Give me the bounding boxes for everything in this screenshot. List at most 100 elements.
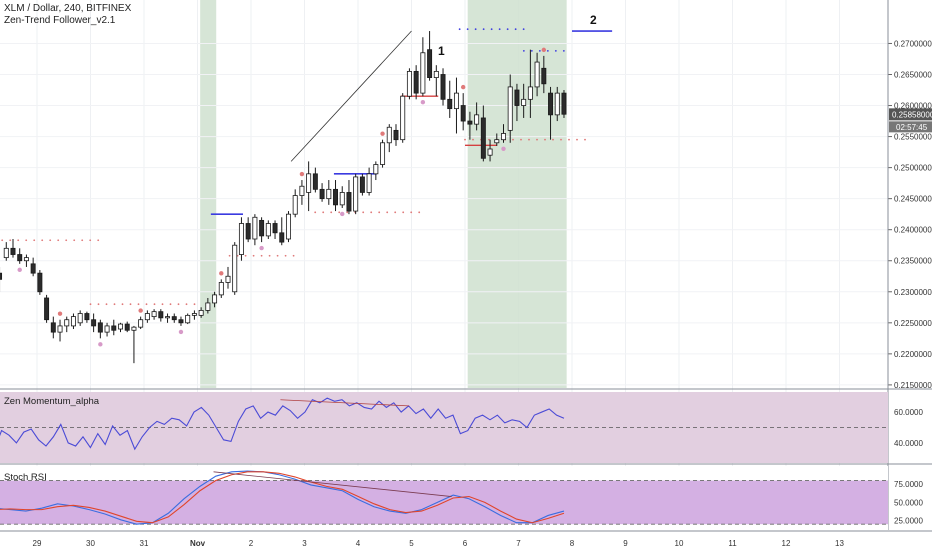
trail-dot: [538, 50, 541, 52]
trail-dot: [464, 138, 466, 141]
trail-dot: [346, 211, 349, 214]
trail-dot: [129, 303, 132, 306]
date-tick-label: 11: [728, 539, 737, 548]
candle-body: [252, 216, 258, 240]
candle-body: [306, 173, 312, 193]
candle-body: [380, 142, 386, 165]
last-price-tag: [889, 108, 932, 121]
trail-dot: [378, 211, 381, 214]
candle-body: [554, 92, 560, 116]
trail-dot: [512, 138, 514, 141]
wave-label-1: 1: [438, 44, 445, 58]
date-tick-label: 29: [33, 539, 42, 548]
candle-body: [285, 213, 291, 240]
candle-body: [259, 219, 265, 237]
trail-dot: [97, 239, 100, 242]
candle-body: [57, 325, 63, 333]
trail-dot: [65, 239, 68, 242]
signal-zone: [467, 0, 567, 388]
stoch-line-d: [0, 471, 565, 524]
candle-body: [50, 322, 56, 333]
stoch-pane-title: Stoch RSI: [4, 472, 47, 483]
trail-dot: [73, 239, 76, 242]
candle-body: [527, 86, 533, 100]
trail-dot: [576, 138, 578, 141]
trail-dot: [185, 303, 188, 306]
trail-dot: [268, 254, 271, 257]
trail-dot: [33, 239, 36, 242]
date-tick-label: 4: [356, 539, 361, 548]
candle-body: [144, 313, 150, 321]
candle-body: [171, 316, 177, 321]
momentum-line: [0, 397, 565, 451]
candle-body: [272, 223, 278, 234]
candle-body: [265, 223, 271, 237]
trail-dot: [552, 138, 554, 141]
candle-body: [84, 313, 90, 321]
candle-body: [326, 188, 332, 200]
trail-dot: [482, 28, 485, 31]
candle-body: [111, 325, 117, 331]
candle-body: [521, 98, 527, 106]
trail-dot: [9, 239, 12, 242]
candle-body: [30, 263, 36, 274]
candle-body: [185, 314, 191, 324]
wave-label-2: 2: [590, 13, 597, 27]
candle-body: [232, 244, 238, 293]
candle-body: [245, 223, 251, 240]
trail-dot: [488, 138, 490, 141]
trail-dot: [466, 28, 469, 31]
signal-marker: [98, 342, 103, 347]
candle-body: [480, 117, 486, 159]
candle-body: [494, 139, 500, 144]
trail-dot: [153, 303, 156, 306]
candle-body: [406, 70, 412, 97]
signal-marker: [541, 47, 547, 53]
candle-body: [413, 70, 419, 94]
candle-body: [198, 309, 204, 316]
trail-dot: [522, 28, 525, 31]
date-tick-label: 13: [835, 539, 844, 548]
stoch-tick-label: 25.0000: [894, 517, 923, 526]
trail-dot: [260, 254, 263, 257]
trail-dot: [410, 211, 413, 214]
candle-body: [501, 133, 506, 141]
trail-dot: [322, 211, 325, 214]
trail-dot: [562, 50, 565, 52]
candle-body: [514, 89, 520, 106]
trail-dot: [498, 28, 501, 31]
countdown-label: 02:57:45: [896, 123, 928, 132]
trail-dot: [402, 211, 405, 214]
trend-annotation-line: [290, 30, 412, 162]
signal-marker: [460, 84, 466, 90]
trail-dot: [97, 303, 100, 306]
candle-body: [447, 98, 453, 110]
trail-dot: [314, 211, 317, 214]
trail-dot: [514, 28, 517, 31]
trail-dot: [370, 211, 373, 214]
candle-body: [70, 316, 76, 327]
stoch-tick-label: 50.0000: [894, 498, 923, 507]
trail-dot: [472, 138, 474, 141]
candle-body: [541, 67, 547, 85]
signal-marker: [259, 245, 264, 251]
signal-marker: [178, 329, 184, 335]
stoch-line-k: [0, 470, 565, 525]
candle-body: [507, 86, 513, 131]
signal-marker: [17, 267, 22, 273]
trail-dot: [584, 138, 586, 141]
date-tick-label: 2: [249, 539, 254, 548]
chart-symbol-title: XLM / Dollar, 240, BITFINEX: [4, 3, 132, 14]
candle-body: [225, 275, 231, 283]
last-price-label: 0.25858000: [892, 110, 932, 119]
candle-body: [77, 313, 83, 324]
trail-dot: [520, 138, 522, 141]
trail-dot: [536, 138, 538, 141]
trail-dot: [105, 303, 108, 306]
trail-dot: [81, 239, 84, 242]
trail-dot: [137, 303, 140, 306]
